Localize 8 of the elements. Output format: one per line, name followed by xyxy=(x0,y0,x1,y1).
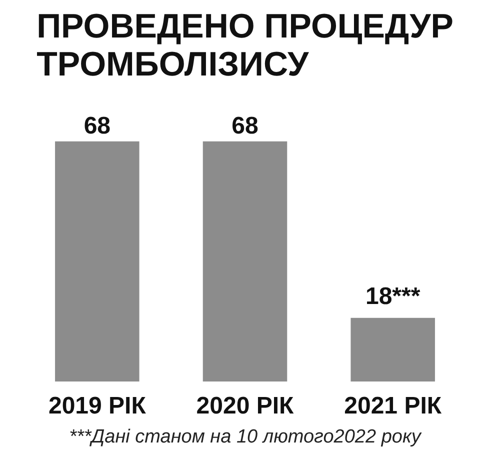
x-tick-label: 2019 РІК xyxy=(48,392,146,420)
data-label: 18*** xyxy=(365,282,421,310)
x-tick-label: 2021 РІК xyxy=(344,392,442,420)
text: ***Дані станом на 10 лютого2022 року xyxy=(69,426,422,448)
chart-title: ПРОВЕДЕНО ПРОЦЕДУР ТРОМБОЛІЗИСУ xyxy=(36,8,454,84)
x-tick-label: 2020 РІК xyxy=(196,392,294,420)
data-label: 68 xyxy=(84,112,111,140)
data-label: 68 xyxy=(232,112,258,140)
